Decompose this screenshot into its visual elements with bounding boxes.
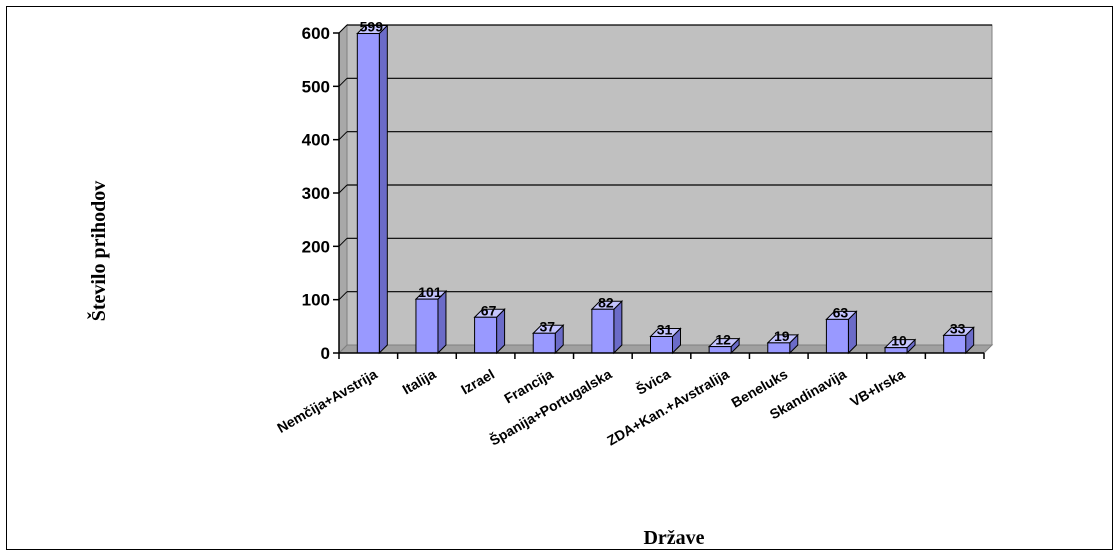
data-label: 67 xyxy=(481,302,497,318)
gridline-side xyxy=(338,131,348,141)
data-label: 33 xyxy=(950,320,966,336)
data-label: 19 xyxy=(774,328,790,344)
y-tick-label: 600 xyxy=(302,24,330,43)
bar xyxy=(356,24,389,355)
x-axis-ticks: Nemčija+Avstrija Italija Izrael FrancijaŠpa… xyxy=(274,352,985,449)
x-tick-label: Nemčija+Avstrija xyxy=(274,366,380,436)
y-tick-label: 400 xyxy=(302,131,330,150)
gridline-side xyxy=(338,291,348,301)
data-label: 101 xyxy=(418,284,442,300)
x-tick-label: VB+Irska xyxy=(847,366,907,410)
bar xyxy=(532,324,565,355)
bar-side xyxy=(437,289,447,355)
x-tick-label: Švica xyxy=(633,365,673,398)
data-label: 31 xyxy=(657,321,673,337)
y-axis-ticks: 0 100 200 300 400 500 600 xyxy=(302,24,340,363)
bar-side xyxy=(613,300,623,355)
bar-front xyxy=(415,298,439,354)
bar-chart: 0 100 200 300 400 500 600 Nemčija+Avstrija Ital… xyxy=(86,19,994,549)
data-label: 12 xyxy=(715,332,731,348)
bar-front xyxy=(591,308,615,354)
bar xyxy=(649,327,682,355)
y-tick-label: 500 xyxy=(302,77,330,96)
bar-side xyxy=(378,24,388,355)
bar xyxy=(473,308,506,355)
chart-frame: 0 100 200 300 400 500 600 Nemčija+Avstrija Ital… xyxy=(6,6,1113,550)
bar xyxy=(825,310,858,355)
y-tick-label: 100 xyxy=(302,291,330,310)
bar xyxy=(883,338,917,355)
bar-front xyxy=(825,318,849,354)
bar xyxy=(414,289,448,355)
bar-front xyxy=(767,342,791,354)
bar xyxy=(590,300,624,355)
data-label: 82 xyxy=(598,294,614,310)
data-label: 10 xyxy=(891,333,907,349)
data-label: 599 xyxy=(360,19,384,35)
x-axis-title: Države xyxy=(643,527,704,549)
gridline-side xyxy=(338,184,348,194)
bar xyxy=(707,337,741,355)
x-tick-label: Izrael xyxy=(458,366,497,398)
gridline-side xyxy=(338,237,348,247)
data-label: 63 xyxy=(833,304,849,320)
y-tick-label: 0 xyxy=(321,344,330,363)
x-tick-label: Italija xyxy=(399,366,438,398)
bar-front xyxy=(474,316,498,354)
gridline-side xyxy=(338,24,348,34)
bar-front xyxy=(650,335,673,354)
gridline-side xyxy=(338,77,348,87)
bar xyxy=(942,326,975,355)
data-label: 37 xyxy=(539,318,555,334)
data-labels: 599 101 67 37 82 31 12 19 63 10 33 xyxy=(360,19,966,349)
bar-front xyxy=(943,334,967,354)
bar-front xyxy=(356,33,380,354)
bars xyxy=(356,24,975,355)
bar-front xyxy=(532,332,556,354)
y-axis-title: Število prihodov xyxy=(86,181,110,322)
y-tick-label: 300 xyxy=(302,184,330,203)
y-tick-label: 200 xyxy=(302,237,330,256)
